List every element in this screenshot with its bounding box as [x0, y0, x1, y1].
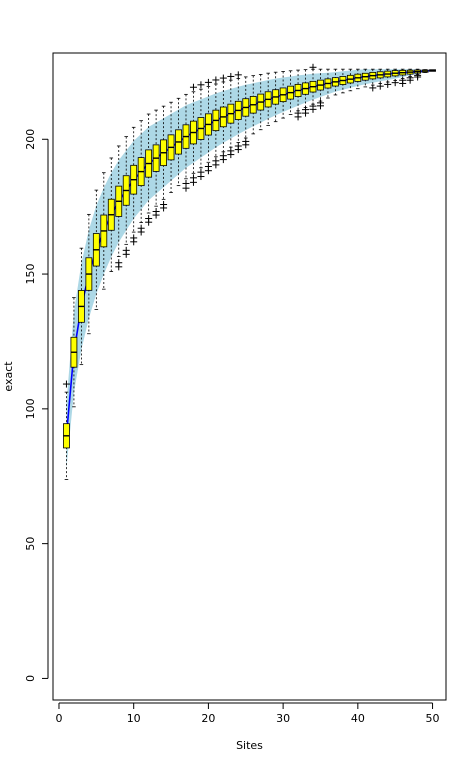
- y-tick-label: 200: [24, 129, 37, 150]
- boxplot-layer: [63, 69, 436, 449]
- x-axis-title: Sites: [236, 739, 263, 752]
- confidence-band-layer: [66, 69, 433, 469]
- y-tick-label: 100: [24, 398, 37, 419]
- y-tick-label: 50: [24, 537, 37, 551]
- y-tick-label: 150: [24, 264, 37, 285]
- x-tick-label: 40: [351, 712, 365, 725]
- x-tick-label: 50: [426, 712, 440, 725]
- confidence-band: [66, 69, 433, 469]
- x-tick-label: 0: [55, 712, 62, 725]
- x-tick-label: 10: [127, 712, 141, 725]
- x-tick-label: 20: [201, 712, 215, 725]
- y-axis-title: exact: [2, 361, 15, 392]
- outlier-layer: [62, 63, 422, 388]
- y-axis: 0 50 100 150 200: [24, 129, 49, 682]
- whisker-layer: [64, 68, 427, 480]
- y-tick-label: 0: [24, 675, 37, 682]
- plot-frame: [52, 52, 447, 701]
- x-tick-label: 30: [276, 712, 290, 725]
- x-axis: 0 10 20 30 40 50: [55, 702, 440, 725]
